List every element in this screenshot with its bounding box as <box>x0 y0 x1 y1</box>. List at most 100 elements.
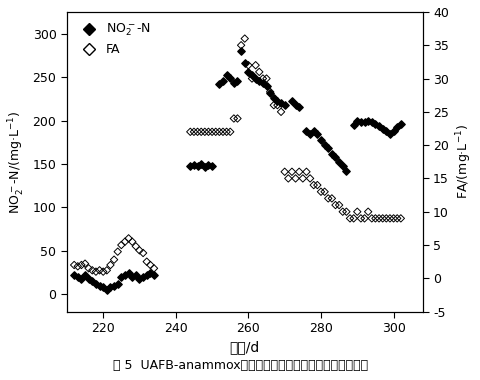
Point <box>219 129 227 135</box>
Point <box>335 202 342 208</box>
Point <box>193 163 201 169</box>
Point <box>77 276 85 282</box>
Point <box>273 98 281 104</box>
Point <box>237 42 244 48</box>
Point <box>81 261 89 267</box>
Point <box>338 209 346 215</box>
Point <box>77 262 85 268</box>
Point <box>204 162 212 168</box>
Point <box>273 102 281 108</box>
Point <box>353 209 360 215</box>
Point <box>320 142 328 148</box>
Point <box>110 256 118 263</box>
Point <box>396 121 404 127</box>
Point <box>132 272 139 278</box>
Point <box>331 154 338 160</box>
Point <box>255 78 263 84</box>
Point <box>295 169 302 175</box>
Text: 图 5  UAFB-anammox反应器内亚瞄酸盐氮和游离氨变化趋势: 图 5 UAFB-anammox反应器内亚瞄酸盐氮和游离氨变化趋势 <box>113 359 367 372</box>
Point <box>197 129 204 135</box>
Point <box>190 162 197 168</box>
Point <box>288 169 295 175</box>
Point <box>74 263 82 269</box>
Point <box>244 69 252 75</box>
Point <box>139 250 147 256</box>
Point <box>233 116 241 122</box>
Point <box>356 119 364 125</box>
Point <box>371 215 379 222</box>
Point <box>360 215 368 222</box>
Point <box>143 259 150 265</box>
Point <box>313 130 321 136</box>
Point <box>299 176 306 182</box>
Point <box>244 62 252 68</box>
Point <box>70 262 78 268</box>
Point <box>84 265 92 271</box>
Point <box>335 159 342 165</box>
Point <box>367 215 375 222</box>
Point <box>255 69 263 75</box>
Point <box>96 267 103 273</box>
Point <box>135 276 143 282</box>
Point <box>316 189 324 195</box>
Point <box>150 265 157 271</box>
Point <box>99 269 107 275</box>
Point <box>74 274 82 280</box>
Point <box>262 83 270 89</box>
Point <box>385 130 393 136</box>
Point <box>84 276 92 282</box>
Point <box>356 215 364 222</box>
Y-axis label: NO$_2^-$-N/(mg·L$^{-1}$): NO$_2^-$-N/(mg·L$^{-1}$) <box>7 110 27 214</box>
Point <box>197 161 204 167</box>
Point <box>92 269 99 275</box>
Point <box>291 102 299 108</box>
Point <box>259 76 266 82</box>
Point <box>107 284 114 290</box>
Point <box>309 182 317 188</box>
Point <box>204 129 212 135</box>
Point <box>393 215 400 222</box>
Point <box>146 262 154 268</box>
Point <box>190 129 197 135</box>
Point <box>269 95 277 101</box>
Point <box>229 80 237 86</box>
Point <box>276 109 284 115</box>
Point <box>128 239 136 245</box>
Point <box>331 202 338 208</box>
Point <box>99 284 107 290</box>
Point <box>385 215 393 222</box>
Point <box>128 274 136 280</box>
Point <box>117 242 125 248</box>
Point <box>346 215 353 222</box>
Point <box>208 129 216 135</box>
Point <box>121 272 129 278</box>
Point <box>146 269 154 275</box>
Point <box>186 163 194 169</box>
Point <box>327 150 335 157</box>
Point <box>302 128 310 134</box>
Point <box>378 126 386 132</box>
Point <box>139 274 147 280</box>
Point <box>211 129 219 135</box>
Point <box>96 282 103 288</box>
Point <box>396 215 404 222</box>
Point <box>117 274 125 280</box>
Point <box>208 163 216 169</box>
Point <box>201 129 208 135</box>
Point <box>363 117 371 124</box>
Point <box>215 81 223 87</box>
Point <box>251 76 259 82</box>
Point <box>219 78 227 84</box>
Point <box>266 89 274 95</box>
Point <box>309 128 317 134</box>
Point <box>103 267 110 273</box>
Point <box>226 75 234 81</box>
Point <box>150 272 157 278</box>
Point <box>284 176 291 182</box>
Point <box>222 129 230 135</box>
Point <box>306 176 313 182</box>
Point <box>324 145 331 151</box>
Point <box>295 105 302 111</box>
Point <box>248 76 255 82</box>
Point <box>215 129 223 135</box>
